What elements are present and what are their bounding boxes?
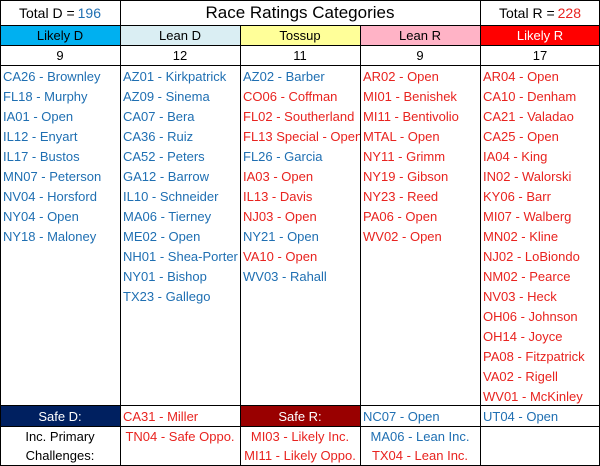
race-item: PA08 - Fitzpatrick xyxy=(483,348,585,364)
race-item: MN02 - Kline xyxy=(483,228,559,244)
race-item: CA36 - Ruiz xyxy=(123,128,194,144)
race-item: IL10 - Schneider xyxy=(123,188,219,204)
total-r-value: 228 xyxy=(557,4,581,21)
race-item: FL18 - Murphy xyxy=(3,88,88,104)
category-header-likely-d: Likely D xyxy=(0,25,120,45)
category-count-likely-r: 17 xyxy=(532,48,548,63)
race-item: CA25 - Open xyxy=(483,128,559,144)
safe-d-label: Safe D: xyxy=(0,406,120,426)
race-item: NJ03 - Open xyxy=(243,208,317,224)
race-item: NY04 - Open xyxy=(3,208,79,224)
total-d-label: Total D = xyxy=(19,4,75,21)
grid-hline xyxy=(0,405,600,406)
race-item: PA06 - Open xyxy=(363,208,438,224)
race-item: NM02 - Pearce xyxy=(483,268,571,284)
race-item: AZ01 - Kirkpatrick xyxy=(123,68,227,84)
race-item: NY18 - Maloney xyxy=(3,228,97,244)
race-item: CO06 - Coffman xyxy=(243,88,338,104)
race-item: OH06 - Johnson xyxy=(483,308,578,324)
race-item: CA26 - Brownley xyxy=(3,68,101,84)
race-item: CA21 - Valadao xyxy=(483,108,574,124)
race-item: CA52 - Peters xyxy=(123,148,205,164)
race-item: NY23 - Reed xyxy=(363,188,439,204)
race-item: AR04 - Open xyxy=(483,68,559,84)
category-header-lean-d: Lean D xyxy=(120,25,240,45)
grid-vline xyxy=(480,0,481,466)
race-item: MN07 - Peterson xyxy=(3,168,102,184)
race-item: KY06 - Barr xyxy=(483,188,551,204)
race-item: FL26 - Garcia xyxy=(243,148,323,164)
category-count-lean-r: 9 xyxy=(416,48,424,63)
race-item: MI11 - Bentivolio xyxy=(363,108,459,124)
race-item: AR02 - Open xyxy=(363,68,439,84)
safe-r-label: Safe R: xyxy=(240,406,360,426)
grid-hline xyxy=(0,25,600,26)
grid-vline xyxy=(120,0,121,466)
race-item: NJ02 - LoBiondo xyxy=(483,248,580,264)
race-item: CA07 - Bera xyxy=(123,108,195,124)
race-item: AZ02 - Barber xyxy=(243,68,325,84)
race-item: MI01 - Benishek xyxy=(363,88,457,104)
total-d-cell: Total D = 196 xyxy=(0,0,120,25)
race-item: FL13 Special - Open xyxy=(243,128,360,144)
primary-challenge-item: TX04 - Lean Inc. xyxy=(371,448,469,463)
race-item: NY11 - Grimm xyxy=(363,148,446,164)
category-header-lean-r: Lean R xyxy=(360,25,480,45)
race-item: VA02 - Rigell xyxy=(483,368,558,384)
race-item: GA12 - Barrow xyxy=(123,168,209,184)
category-count-lean-d: 12 xyxy=(172,48,188,63)
grid-hline xyxy=(0,426,600,427)
race-item: NV03 - Heck xyxy=(483,288,557,304)
total-r-label: Total R = xyxy=(499,4,555,21)
race-item: TX23 - Gallego xyxy=(123,288,211,304)
category-count-tossup: 11 xyxy=(293,48,307,63)
primary-label-line2: Challenges: xyxy=(25,448,95,463)
race-item: FL02 - Southerland xyxy=(243,108,355,124)
category-header-likely-r: Likely R xyxy=(480,25,600,45)
grid-vline xyxy=(0,0,1,466)
race-item: NH01 - Shea-Porter xyxy=(123,248,238,264)
race-item: MI07 - Walberg xyxy=(483,208,572,224)
race-item: IN02 - Walorski xyxy=(483,168,572,184)
grid-hline xyxy=(0,45,600,46)
race-item: NY01 - Bishop xyxy=(123,268,207,284)
sheet-title: Race Ratings Categories xyxy=(205,2,395,22)
race-item: ME02 - Open xyxy=(123,228,201,244)
race-item: MA06 - Tierney xyxy=(123,208,212,224)
race-item: WV03 - Rahall xyxy=(243,268,327,284)
race-item: CA10 - Denham xyxy=(483,88,577,104)
race-item: IA04 - King xyxy=(483,148,548,164)
race-item: IL17 - Bustos xyxy=(3,148,80,164)
race-item: WV01 - McKinley xyxy=(483,388,583,404)
grid-vline xyxy=(360,25,361,466)
race-item: IA01 - Open xyxy=(3,108,74,124)
grid-hline xyxy=(0,0,600,1)
category-header-tossup: Tossup xyxy=(240,25,360,45)
race-item: VA10 - Open xyxy=(243,248,318,264)
race-item: WV02 - Open xyxy=(363,228,442,244)
safe-d-race: CA31 - Miller xyxy=(123,408,199,424)
race-item: IA03 - Open xyxy=(243,168,314,184)
total-d-value: 196 xyxy=(77,4,101,21)
race-item: NY21 - Open xyxy=(243,228,319,244)
primary-challenge-item: TN04 - Safe Oppo. xyxy=(125,429,235,444)
race-item: IL12 - Enyart xyxy=(3,128,78,144)
race-item: OH14 - Joyce xyxy=(483,328,563,344)
race-item: MTAL - Open xyxy=(363,128,440,144)
race-item: NV04 - Horsford xyxy=(3,188,97,204)
primary-label-line1: Inc. Primary xyxy=(25,429,95,444)
safe-r-race: NC07 - Open xyxy=(363,408,440,424)
primary-challenge-item: MA06 - Lean Inc. xyxy=(370,429,470,444)
grid-vline xyxy=(240,25,241,466)
race-item: NY19 - Gibson xyxy=(363,168,449,184)
grid-hline xyxy=(0,65,600,66)
total-r-cell: Total R = 228 xyxy=(480,0,600,25)
race-item: AZ09 - Sinema xyxy=(123,88,210,104)
race-item: IL13 - Davis xyxy=(243,188,313,204)
primary-challenge-item: MI11 - Likely Oppo. xyxy=(244,448,356,463)
category-count-likely-d: 9 xyxy=(56,48,64,63)
primary-challenge-item: MI03 - Likely Inc. xyxy=(250,429,350,444)
safe-extra-race: UT04 - Open xyxy=(483,408,559,424)
